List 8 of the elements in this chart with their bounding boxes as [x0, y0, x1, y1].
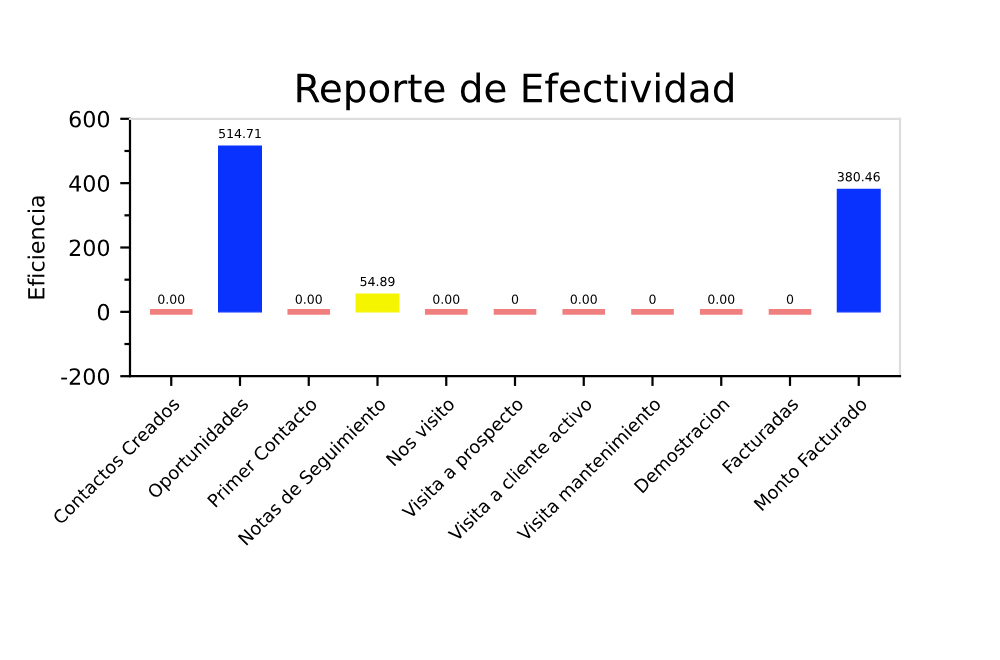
y-tick-label: 600 [69, 110, 110, 128]
y-axis-title: Eficiencia [27, 196, 45, 299]
y-tick-label: 0 [97, 303, 110, 321]
y-tick-label: -200 [61, 368, 110, 385]
y-tick-label: 400 [69, 175, 110, 192]
chart-title: Reporte de Efectividad [297, 72, 733, 111]
y-tick-label: 200 [69, 239, 110, 257]
bar [217, 145, 263, 313]
